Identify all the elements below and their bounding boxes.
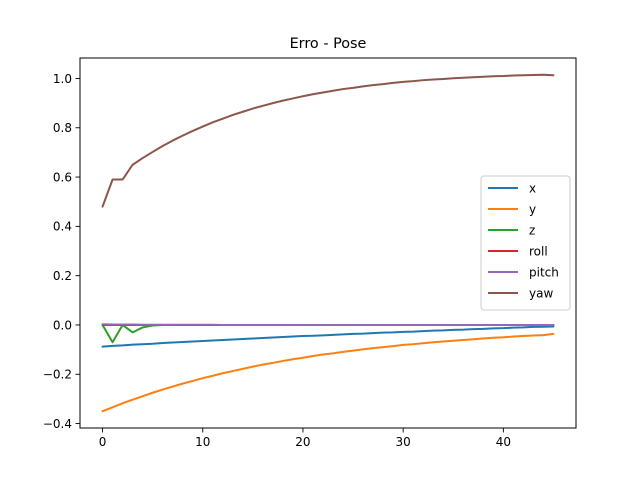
legend: xyz roll pitch yaw [480, 175, 571, 311]
legend-label-x: x [529, 181, 536, 195]
legend-box [480, 175, 571, 311]
y-axis: −0.4 −0.2 0.0 0.2 0.4 0.6 0.8 1.0 [43, 72, 80, 431]
legend-label-z: z [529, 223, 535, 237]
y-tick-label: 0.0 [53, 318, 72, 332]
series-line-y [101, 332, 555, 413]
series-layer [101, 73, 555, 413]
y-tick-label: 0.8 [53, 121, 72, 135]
y-tick-label: 0.2 [53, 269, 72, 283]
chart-title: Erro - Pose [290, 36, 367, 52]
series-line-x [101, 325, 555, 348]
series-line-yaw [101, 73, 555, 208]
x-tick-label: 30 [396, 435, 411, 449]
y-tick-label: 0.4 [53, 220, 72, 234]
y-tick-label: −0.2 [43, 368, 72, 382]
x-axis: 0 10 20 30 40 [99, 428, 511, 449]
legend-label-y: y [529, 202, 536, 216]
plot-frame [79, 57, 577, 429]
x-tick-label: 0 [99, 435, 107, 449]
series-line-pitch [101, 323, 555, 326]
legend-label-yaw: yaw [529, 286, 553, 300]
y-tick-label: −0.4 [43, 417, 72, 431]
x-tick-label: 10 [195, 435, 210, 449]
legend-label-roll: roll [529, 244, 548, 258]
x-tick-label: 20 [295, 435, 310, 449]
y-tick-label: 1.0 [53, 72, 72, 86]
legend-label-pitch: pitch [529, 265, 559, 279]
y-tick-label: 0.6 [53, 170, 72, 184]
x-tick-label: 40 [496, 435, 511, 449]
